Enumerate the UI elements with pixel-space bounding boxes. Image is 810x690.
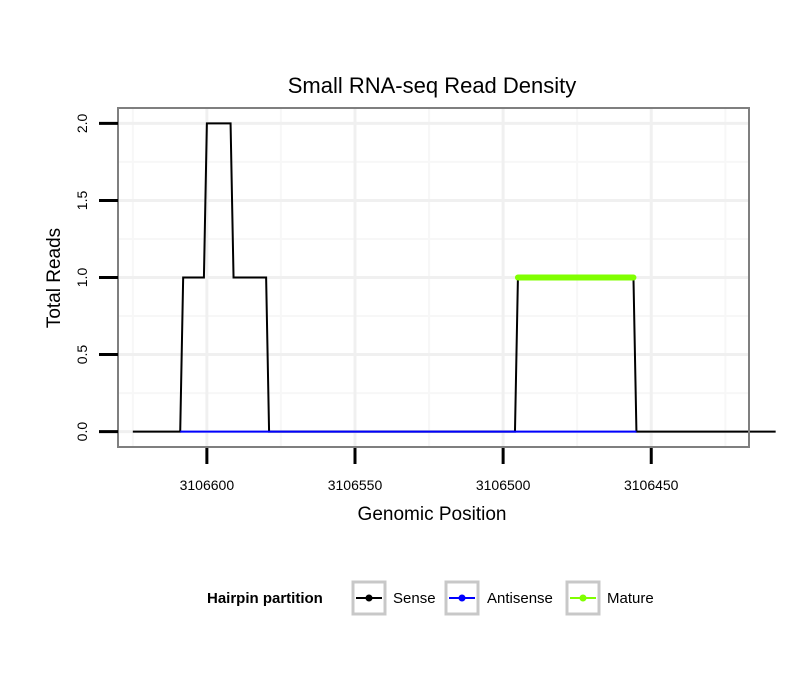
- chart-title: Small RNA-seq Read Density: [288, 73, 577, 98]
- legend-label-mature: Mature: [607, 590, 654, 607]
- x-tick-label: 3106450: [624, 477, 679, 493]
- legend-item-antisense: Antisense: [444, 580, 553, 616]
- legend-label-antisense: Antisense: [487, 590, 553, 607]
- y-tick-label: 2.0: [74, 113, 90, 133]
- legend: Hairpin partition Sense Antisense Mature: [207, 580, 654, 616]
- x-tick-label: 3106600: [180, 477, 235, 493]
- y-axis-title: Total Reads: [44, 228, 65, 328]
- legend-title: Hairpin partition: [207, 590, 323, 607]
- legend-item-mature: Mature: [565, 580, 654, 616]
- y-tick-label: 0.0: [74, 422, 90, 442]
- x-tick-label: 3106550: [328, 477, 383, 493]
- legend-dot-sense: [365, 594, 373, 602]
- y-tick-label: 1.5: [74, 191, 90, 211]
- legend-item-sense: Sense: [351, 580, 436, 616]
- y-tick-label: 1.0: [74, 268, 90, 288]
- y-tick-label: 0.5: [74, 345, 90, 365]
- x-tick-label: 3106500: [476, 477, 531, 493]
- legend-dot-mature: [579, 594, 587, 602]
- x-axis: 3106600 3106550 3106500 3106450: [180, 448, 679, 493]
- legend-label-sense: Sense: [393, 590, 436, 607]
- y-axis: 0.0 0.5 1.0 1.5 2.0: [74, 113, 118, 441]
- series-lines: [132, 122, 776, 433]
- x-axis-title: Genomic Position: [358, 504, 507, 525]
- legend-dot-antisense: [458, 594, 466, 602]
